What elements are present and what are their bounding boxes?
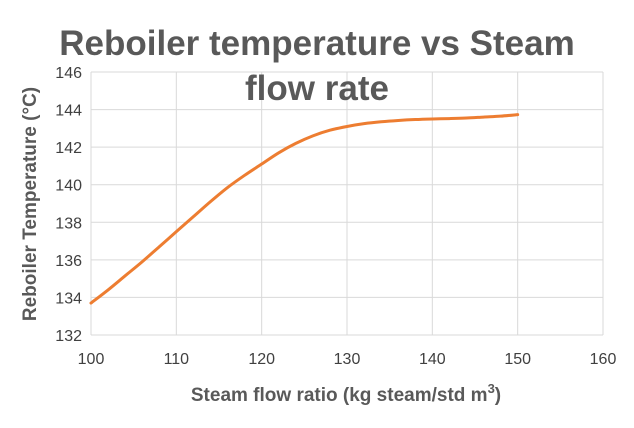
series-line <box>89 113 520 305</box>
y-tick-label: 144 <box>55 103 82 120</box>
y-tick-label: 132 <box>55 328 82 345</box>
chart-title-line-2: flow rate <box>245 69 389 108</box>
x-axis-title-suffix: ) <box>495 385 501 406</box>
y-tick-label: 146 <box>55 65 82 82</box>
y-tick-label: 136 <box>55 253 82 270</box>
gridlines <box>90 71 604 336</box>
y-tick-label: 134 <box>55 290 82 307</box>
x-tick-label: 130 <box>334 351 361 368</box>
x-tick-label: 120 <box>248 351 275 368</box>
x-tick-label: 100 <box>78 351 105 368</box>
y-axis-ticks: 132 134 136 138 140 142 144 146 <box>55 65 82 345</box>
x-axis-ticks: 100 110 120 130 140 150 160 <box>78 351 617 368</box>
y-tick-label: 142 <box>55 140 82 157</box>
x-axis-title-main: Steam flow ratio (kg steam/std m <box>191 385 488 406</box>
chart-title-line-1: Reboiler temperature vs Steam <box>59 24 574 63</box>
x-tick-label: 110 <box>164 351 190 368</box>
x-tick-label: 160 <box>590 351 617 368</box>
y-tick-label: 138 <box>55 215 82 232</box>
x-axis-title: Steam flow ratio (kg steam/std m3) <box>191 381 501 406</box>
series-group <box>89 113 520 305</box>
x-axis-title-superscript: 3 <box>488 381 495 396</box>
x-tick-label: 140 <box>419 351 446 368</box>
y-axis-title: Reboiler Temperature (°C) <box>20 87 41 321</box>
x-tick-label: 150 <box>504 351 531 368</box>
y-tick-label: 140 <box>55 178 82 195</box>
